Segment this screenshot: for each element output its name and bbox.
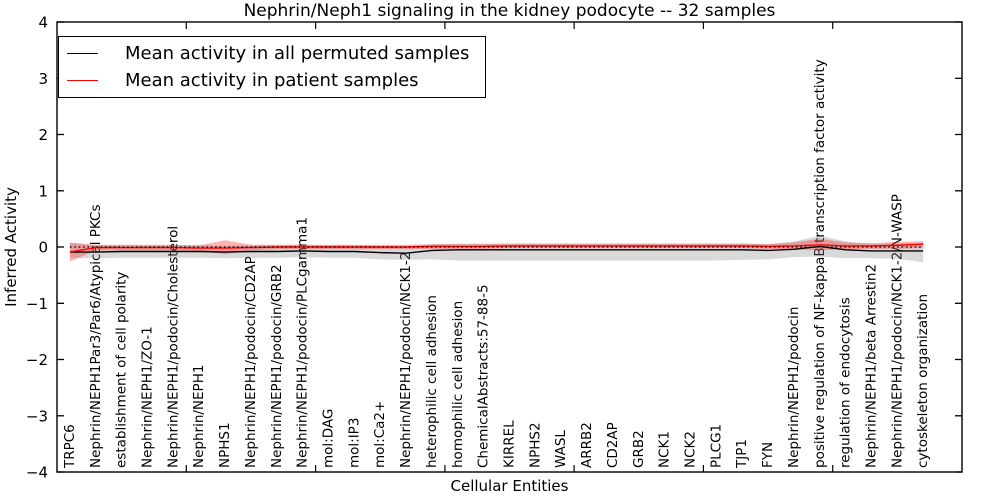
x-tick-label: establishment of cell polarity — [114, 272, 130, 468]
x-tick-label: NPHS2 — [527, 422, 543, 468]
x-tick-label: ChemicalAbstracts:57-88-5 — [476, 284, 492, 468]
x-tick-label: PLCG1 — [708, 424, 724, 468]
x-tick-label: Nephrin/NEPH1/ZO-1 — [140, 326, 156, 468]
y-tick-label: 4 — [38, 14, 48, 32]
x-tick-label: Nephrin/NEPH1/beta Arrestin2 — [864, 264, 880, 468]
y-tick-label: −1 — [26, 295, 48, 313]
x-tick-label: mol:Ca2+ — [372, 401, 388, 468]
patient-confidence-band — [69, 238, 924, 262]
x-tick-label: Nephrin/NEPH1/podocin/NCK1-2/N-WASP — [889, 194, 905, 468]
y-tick-label: −2 — [26, 351, 48, 369]
x-tick-label: regulation of endocytosis — [838, 297, 854, 468]
x-tick-label: WASL — [553, 430, 569, 468]
legend-label-patient: Mean activity in patient samples — [125, 69, 419, 91]
chart-title: Nephrin/Neph1 signaling in the kidney po… — [243, 1, 776, 21]
x-tick-label: Nephrin/NEPH1/podocin/PLCgamma1 — [295, 217, 311, 468]
x-tick-label: Nephrin/NEPH1/podocin/CD2AP — [243, 256, 259, 468]
permuted-confidence-band — [69, 235, 924, 263]
x-tick-label: CD2AP — [605, 422, 621, 468]
x-tick-label: cytoskeleton organization — [915, 294, 931, 468]
x-tick-label: mol:IP3 — [346, 418, 362, 468]
x-tick-label: TJP1 — [734, 439, 750, 469]
permuted-mean-line — [69, 245, 924, 254]
y-tick-label: 3 — [38, 70, 48, 88]
x-tick-label: GRB2 — [631, 430, 647, 468]
x-tick-label: mol:DAG — [321, 409, 337, 468]
x-tick-label: Nephrin/NEPH1 — [191, 365, 207, 468]
legend-item-permuted: Mean activity in all permuted samples — [67, 40, 469, 67]
x-tick-label: homophilic cell adhesion — [450, 301, 466, 468]
y-tick-label: 2 — [38, 126, 48, 144]
x-tick-label: heterophilic cell adhesion — [424, 295, 440, 468]
legend-item-patient: Mean activity in patient samples — [67, 67, 469, 94]
x-tick-label: Nephrin/NEPH1/podocin — [786, 307, 802, 468]
x-tick-label: Nephrin/NEPH1/podocin/NCK1-2 — [398, 252, 414, 468]
x-tick-label: TRPC6 — [62, 424, 78, 469]
y-tick-label: 1 — [38, 182, 48, 200]
x-tick-label: NPHS1 — [217, 422, 233, 468]
y-axis-title: Inferred Activity — [2, 187, 20, 307]
patient-line-swatch — [67, 80, 98, 81]
x-tick-label: Nephrin/NEPH1/podocin/Cholesterol — [165, 226, 181, 468]
x-tick-label: Nephrin/NEPH1/podocin/GRB2 — [269, 264, 285, 468]
patient-mean-line — [69, 243, 924, 253]
x-tick-label: FYN — [760, 442, 776, 468]
permuted-line-swatch — [67, 53, 98, 54]
y-tick-label: 0 — [38, 239, 48, 257]
x-tick-label: NCK1 — [657, 431, 673, 468]
x-tick-label: ARRB2 — [579, 422, 595, 468]
x-tick-label: KIRREL — [502, 420, 518, 468]
x-tick-label: Nephrin/NEPH1Par3/Par6/Atypical PKCs — [88, 205, 104, 469]
x-axis-title: Cellular Entities — [450, 477, 569, 495]
x-tick-label: NCK2 — [683, 431, 699, 468]
y-tick-label: −3 — [26, 407, 48, 425]
legend-label-permuted: Mean activity in all permuted samples — [125, 42, 470, 64]
x-tick-label: positive regulation of NF-kappaB transcr… — [812, 59, 828, 468]
y-tick-label: −4 — [26, 464, 48, 482]
legend: Mean activity in all permuted samples Me… — [58, 36, 487, 98]
